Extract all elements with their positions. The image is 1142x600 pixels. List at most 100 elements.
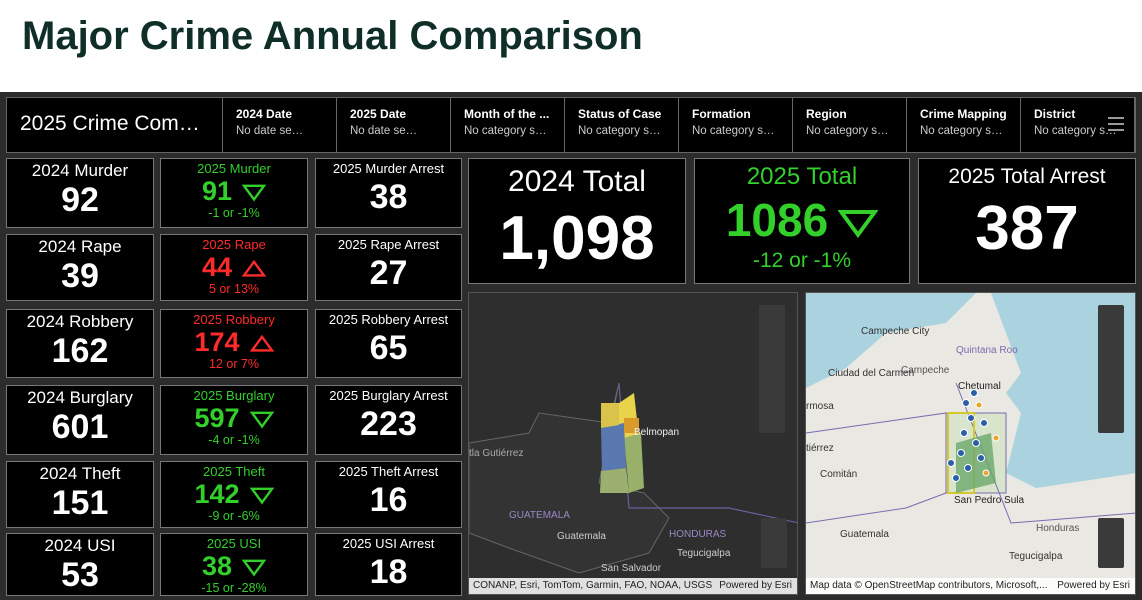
map-label: tla Gutiérrez bbox=[469, 448, 524, 459]
map-label: Ciudad del Carmen bbox=[828, 368, 915, 379]
dashboard-selector[interactable]: 2025 Crime Com… bbox=[7, 98, 223, 152]
arrow-shape bbox=[249, 411, 274, 429]
filter[interactable]: Region No category s… bbox=[793, 98, 907, 152]
trend-arrow bbox=[249, 487, 274, 505]
card-label: 2024 Murder bbox=[31, 161, 129, 180]
value-row: 38 bbox=[161, 551, 307, 581]
card-value: 601 bbox=[51, 408, 109, 446]
card-value: 162 bbox=[51, 332, 109, 370]
card-label: 2025 Robbery bbox=[193, 312, 275, 327]
powered-by: Powered by Esri bbox=[1057, 580, 1130, 591]
arrow-shape bbox=[837, 210, 879, 239]
change-text: -4 or -1% bbox=[208, 433, 260, 447]
filter[interactable]: District No category s… bbox=[1021, 98, 1135, 152]
map-label: rmosa bbox=[806, 401, 834, 412]
card-arrest: 2025 USI Arrest 18 bbox=[315, 533, 462, 596]
filter[interactable]: 2024 Date No date se… bbox=[223, 98, 337, 152]
map-label: Guatemala bbox=[557, 531, 606, 542]
map-toolbar[interactable] bbox=[759, 305, 785, 433]
filter-value: No date se… bbox=[236, 125, 304, 137]
value-row: 44 bbox=[161, 252, 307, 282]
menu-icon[interactable] bbox=[1107, 116, 1125, 132]
filter-value: No date se… bbox=[350, 125, 418, 137]
card-value: 53 bbox=[61, 556, 99, 594]
map-light[interactable]: Map data © OpenStreetMap contributors, M… bbox=[805, 292, 1136, 595]
card-label: 2025 Rape bbox=[202, 237, 266, 252]
filter[interactable]: Month of the ... No category s… bbox=[451, 98, 565, 152]
map-label: San Pedro Sula bbox=[954, 495, 1025, 506]
zoom-controls[interactable] bbox=[1098, 518, 1124, 568]
filter-label: District bbox=[1034, 107, 1076, 121]
filter-label: Month of the ... bbox=[464, 107, 550, 121]
map-label: tiérrez bbox=[806, 443, 834, 454]
trend-arrow bbox=[837, 210, 879, 239]
filter[interactable]: Formation No category s… bbox=[679, 98, 793, 152]
map-label: GUATEMALA bbox=[509, 510, 570, 521]
value-row: 91 bbox=[161, 176, 307, 206]
filter-value: No category s… bbox=[806, 125, 889, 137]
map-label: Honduras bbox=[1036, 523, 1080, 534]
value-row: 597 bbox=[161, 403, 307, 433]
card-value: 92 bbox=[61, 181, 99, 219]
powered-by: Powered by Esri bbox=[719, 580, 792, 591]
filter-label: Region bbox=[806, 107, 847, 121]
card-value: 38 bbox=[201, 551, 233, 581]
map-dark[interactable]: CONANP, Esri, TomTom, Garmin, FAO, NOAA,… bbox=[468, 292, 798, 595]
card-label: 2024 Robbery bbox=[26, 312, 134, 331]
filter[interactable]: Status of Case No category s… bbox=[565, 98, 679, 152]
card-2024: 2024 Robbery 162 bbox=[6, 309, 154, 378]
card-2024: 2024 Theft 151 bbox=[6, 461, 154, 528]
total-value: 387 bbox=[975, 194, 1079, 263]
card-2024: 2024 Murder 92 bbox=[6, 158, 154, 228]
filter-value: No category s… bbox=[1034, 125, 1117, 137]
card-label: 2025 Rape Arrest bbox=[337, 237, 440, 252]
change-text: -1 or -1% bbox=[208, 206, 260, 220]
card-label: 2024 Theft bbox=[39, 464, 121, 483]
map-label: Comitán bbox=[820, 469, 858, 480]
change-text: 12 or 7% bbox=[208, 357, 260, 371]
card-label: 2025 Burglary bbox=[193, 388, 275, 403]
card-value: 174 bbox=[194, 327, 240, 357]
card-label: 2025 Murder bbox=[197, 161, 271, 176]
zoom-controls[interactable] bbox=[761, 518, 787, 568]
trend-arrow bbox=[241, 184, 267, 202]
change-text: 5 or 13% bbox=[208, 282, 260, 296]
arrow-shape bbox=[241, 184, 267, 202]
map-toolbar[interactable] bbox=[1098, 305, 1124, 433]
card-label: 2025 Theft Arrest bbox=[338, 464, 439, 479]
card-label: 2025 Burglary Arrest bbox=[329, 388, 448, 403]
card-value: 18 bbox=[369, 553, 408, 591]
map-label: Tegucigalpa bbox=[1009, 551, 1063, 562]
map-shapes bbox=[806, 293, 1135, 594]
map-shapes bbox=[469, 382, 797, 574]
map-label: San Salvador bbox=[601, 563, 662, 574]
card-arrest: 2025 Murder Arrest 38 bbox=[315, 158, 462, 228]
filter-label: Formation bbox=[692, 107, 751, 121]
filter[interactable]: 2025 Date No date se… bbox=[337, 98, 451, 152]
total-label: 2025 Total Arrest bbox=[948, 165, 1106, 188]
card-label: 2025 Theft bbox=[203, 464, 265, 479]
card-label: 2025 Murder Arrest bbox=[332, 161, 445, 176]
arrow-shape bbox=[249, 487, 274, 505]
change-text: -15 or -28% bbox=[201, 581, 267, 595]
change-text: -12 or -1% bbox=[752, 249, 852, 272]
card-label: 2024 USI bbox=[44, 536, 116, 555]
map-label: Campeche City bbox=[861, 326, 930, 337]
filter-label: 2024 Date bbox=[236, 107, 293, 121]
arrow-shape bbox=[249, 335, 274, 352]
filter[interactable]: Crime Mapping No category s… bbox=[907, 98, 1021, 152]
card-2025: 2025 USI 38 -15 or -28% bbox=[160, 533, 308, 596]
card-2025: 2025 Murder 91 -1 or -1% bbox=[160, 158, 308, 228]
header-bar: 2025 Crime Com… 2024 Date No date se… 2025… bbox=[6, 97, 1136, 153]
total-card: 2025 Total Arrest 387 bbox=[918, 158, 1136, 284]
card-2025: 2025 Theft 142 -9 or -6% bbox=[160, 461, 308, 528]
map-label: HONDURAS bbox=[669, 529, 727, 540]
filter-label: Status of Case bbox=[578, 107, 662, 121]
card-value: 44 bbox=[201, 252, 233, 282]
trend-arrow bbox=[241, 260, 267, 277]
total-label: 2025 Total bbox=[746, 163, 858, 190]
map-label: Quintana Roo bbox=[956, 345, 1018, 356]
card-value: 65 bbox=[369, 329, 408, 367]
card-value: 38 bbox=[369, 178, 408, 216]
card-value: 39 bbox=[61, 257, 99, 295]
